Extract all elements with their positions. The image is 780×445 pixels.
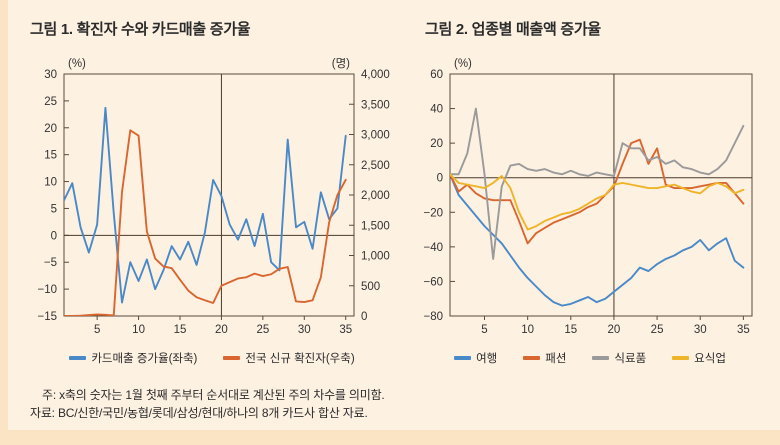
legend-label: 전국 신규 확진자(우축) <box>245 353 355 365</box>
figure-1-plot: −15 −10 −5 0 5 10 15 20 25 30 0 500 1,000 1,500 2,000 2… <box>37 58 390 336</box>
figure-source: 자료: BC/신한/국민/농협/롯데/삼성/현대/하나의 8개 카드사 합산 자… <box>30 406 368 420</box>
figure-1-title: 그림 1. 확진자 수와 카드매출 증가율 <box>30 21 251 38</box>
legend-item[interactable]: 식료품 <box>592 350 646 366</box>
svg-text:0: 0 <box>51 230 57 242</box>
svg-text:20: 20 <box>215 324 228 336</box>
svg-text:25: 25 <box>651 324 664 336</box>
legend-swatch-icon <box>672 356 690 360</box>
svg-text:25: 25 <box>44 96 57 108</box>
legend-label: 카드매출 증가율(좌축) <box>91 353 198 365</box>
figure-2-chart: −80 −60 −40 −20 0 20 40 60 5 10 15 20 25 30 35 (%) <box>410 58 770 348</box>
svg-text:10: 10 <box>132 324 145 336</box>
legend-swatch-icon <box>454 356 472 360</box>
figure-2-plot: −80 −60 −40 −20 0 20 40 60 5 10 15 20 25 30 35 (%) <box>423 58 753 336</box>
svg-text:10: 10 <box>44 177 57 189</box>
svg-text:3,500: 3,500 <box>361 99 390 111</box>
svg-text:1,500: 1,500 <box>361 220 390 232</box>
legend-item[interactable]: 전국 신규 확진자(우축) <box>223 350 355 366</box>
svg-text:(명): (명) <box>332 58 350 70</box>
svg-text:−40: −40 <box>423 242 443 254</box>
figure-1-legend: 카드매출 증가율(좌축) 전국 신규 확진자(우축) <box>22 350 402 366</box>
svg-text:60: 60 <box>430 69 443 81</box>
svg-text:1,000: 1,000 <box>361 251 390 263</box>
figure-2-title: 그림 2. 업종별 매출액 증가율 <box>425 21 601 38</box>
svg-text:−20: −20 <box>423 207 443 219</box>
svg-text:20: 20 <box>430 138 443 150</box>
svg-text:35: 35 <box>737 324 750 336</box>
svg-text:500: 500 <box>361 281 380 293</box>
svg-text:(%): (%) <box>454 58 472 70</box>
svg-text:(%): (%) <box>68 58 86 70</box>
legend-item[interactable]: 카드매출 증가율(좌축) <box>69 350 197 366</box>
figure-2-legend: 여행 패션 식료품 요식업 <box>410 350 770 366</box>
svg-text:5: 5 <box>51 203 57 215</box>
svg-text:5: 5 <box>94 324 100 336</box>
legend-swatch-icon <box>523 356 541 360</box>
legend-item[interactable]: 요식업 <box>672 350 726 366</box>
legend-swatch-icon <box>592 356 610 360</box>
svg-text:3,000: 3,000 <box>361 130 390 142</box>
legend-swatch-icon <box>69 356 87 360</box>
svg-text:−5: −5 <box>44 257 57 269</box>
svg-text:5: 5 <box>481 324 487 336</box>
legend-label: 요식업 <box>694 353 726 365</box>
legend-swatch-icon <box>223 356 241 360</box>
svg-text:30: 30 <box>298 324 311 336</box>
svg-text:20: 20 <box>44 123 57 135</box>
svg-text:−15: −15 <box>37 311 57 323</box>
svg-text:15: 15 <box>174 324 187 336</box>
svg-text:−80: −80 <box>423 311 443 323</box>
svg-text:0: 0 <box>437 173 443 185</box>
svg-text:0: 0 <box>361 311 367 323</box>
svg-text:15: 15 <box>44 150 57 162</box>
legend-label: 여행 <box>476 353 498 365</box>
svg-text:35: 35 <box>339 324 352 336</box>
figure-note: 주: x축의 숫자는 1월 첫째 주부터 순서대로 계산된 주의 차수를 의미함… <box>42 388 385 402</box>
legend-label: 패션 <box>545 353 567 365</box>
svg-text:15: 15 <box>564 324 577 336</box>
svg-text:−10: −10 <box>37 284 57 296</box>
svg-text:−60: −60 <box>423 276 443 288</box>
legend-label: 식료품 <box>614 353 647 365</box>
svg-text:2,000: 2,000 <box>361 190 390 202</box>
svg-text:4,000: 4,000 <box>361 69 390 81</box>
svg-text:30: 30 <box>44 69 57 81</box>
svg-text:40: 40 <box>430 104 443 116</box>
svg-text:30: 30 <box>694 324 707 336</box>
svg-text:20: 20 <box>608 324 621 336</box>
svg-text:2,500: 2,500 <box>361 160 390 172</box>
figure-1-chart: −15 −10 −5 0 5 10 15 20 25 30 0 500 1,000 1,500 2,000 2… <box>22 58 402 348</box>
legend-item[interactable]: 여행 <box>454 350 497 366</box>
svg-text:10: 10 <box>521 324 534 336</box>
legend-item[interactable]: 패션 <box>523 350 566 366</box>
svg-text:25: 25 <box>256 324 269 336</box>
